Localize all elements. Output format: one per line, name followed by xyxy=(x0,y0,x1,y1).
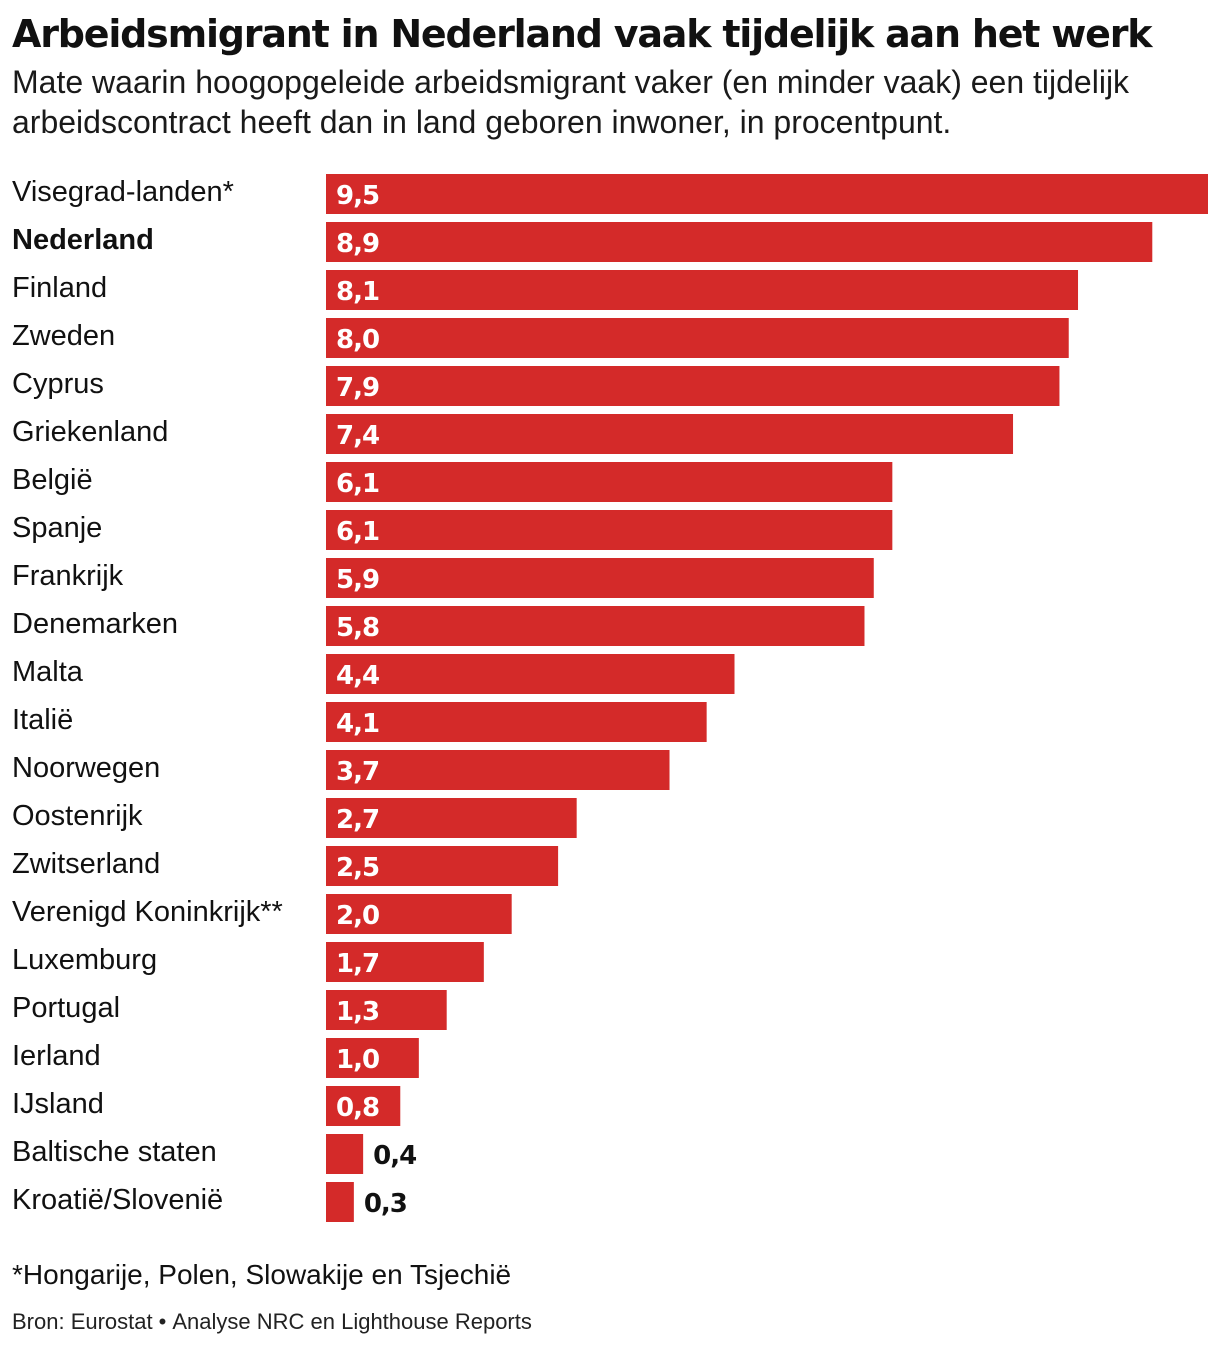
bar-kroatie-slovenie xyxy=(326,1182,354,1222)
value-label-denemarken: 5,8 xyxy=(336,613,379,643)
category-label-ijsland: IJsland xyxy=(12,1088,104,1120)
value-label-italie: 4,1 xyxy=(336,709,379,739)
bar-belgie xyxy=(326,462,892,502)
value-label-cyprus: 7,9 xyxy=(336,373,379,403)
category-label-malta: Malta xyxy=(12,656,84,688)
category-label-belgie: België xyxy=(12,464,93,496)
category-label-cyprus: Cyprus xyxy=(12,368,104,400)
bar-griekenland xyxy=(326,414,1013,454)
footnote: *Hongarije, Polen, Slowakije en Tsjechië xyxy=(12,1257,511,1293)
bar-chart: Visegrad-landen* 9,5 Nederland 8,9 Finland 8,… xyxy=(0,160,1220,1240)
category-label-griekenland: Griekenland xyxy=(12,416,168,448)
chart-title: Arbeidsmigrant in Nederland vaak tijdeli… xyxy=(12,8,1151,60)
value-label-ijsland: 0,8 xyxy=(336,1093,379,1123)
category-label-italie: Italië xyxy=(12,704,73,736)
value-label-ierland: 1,0 xyxy=(336,1045,379,1075)
category-label-spanje: Spanje xyxy=(12,512,102,544)
category-label-kroatie-slovenie: Kroatië/Slovenië xyxy=(12,1184,223,1216)
value-label-verenigd-koninkrijk: 2,0 xyxy=(336,901,379,931)
value-label-kroatie-slovenie: 0,3 xyxy=(364,1189,407,1219)
category-label-nederland: Nederland xyxy=(12,224,154,256)
value-label-finland: 8,1 xyxy=(336,277,379,307)
source-primary: Bron: Eurostat xyxy=(12,1309,153,1334)
value-label-visegrad-landen: 9,5 xyxy=(336,181,379,211)
bar-nederland xyxy=(326,222,1152,262)
bar-cyprus xyxy=(326,366,1059,406)
value-label-zwitserland: 2,5 xyxy=(336,853,379,883)
category-label-finland: Finland xyxy=(12,272,107,304)
value-label-nederland: 8,9 xyxy=(336,229,379,259)
value-label-malta: 4,4 xyxy=(336,661,379,691)
value-label-baltische-staten: 0,4 xyxy=(373,1141,416,1171)
source-secondary: Analyse NRC en Lighthouse Reports xyxy=(172,1309,532,1334)
category-label-baltische-staten: Baltische staten xyxy=(12,1136,217,1168)
value-label-portugal: 1,3 xyxy=(336,997,379,1027)
bar-visegrad-landen xyxy=(326,174,1208,214)
category-label-verenigd-koninkrijk: Verenigd Koninkrijk** xyxy=(12,896,283,928)
bar-italie xyxy=(326,702,707,742)
bar-finland xyxy=(326,270,1078,310)
value-label-griekenland: 7,4 xyxy=(336,421,379,451)
value-label-oostenrijk: 2,7 xyxy=(336,805,379,835)
source-line: Bron: Eurostat • Analyse NRC en Lighthouse… xyxy=(12,1307,532,1337)
bar-denemarken xyxy=(326,606,864,646)
category-label-zwitserland: Zwitserland xyxy=(12,848,160,880)
chart-subtitle: Mate waarin hoogopgeleide arbeidsmigrant… xyxy=(12,62,1212,142)
category-label-noorwegen: Noorwegen xyxy=(12,752,160,784)
category-label-luxemburg: Luxemburg xyxy=(12,944,157,976)
value-label-noorwegen: 3,7 xyxy=(336,757,379,787)
category-label-denemarken: Denemarken xyxy=(12,608,178,640)
value-label-luxemburg: 1,7 xyxy=(336,949,379,979)
value-label-zweden: 8,0 xyxy=(336,325,379,355)
value-label-frankrijk: 5,9 xyxy=(336,565,379,595)
category-label-ierland: Ierland xyxy=(12,1040,101,1072)
bar-zweden xyxy=(326,318,1069,358)
value-label-belgie: 6,1 xyxy=(336,469,379,499)
bar-spanje xyxy=(326,510,892,550)
bar-baltische-staten xyxy=(326,1134,363,1174)
category-label-visegrad-landen: Visegrad-landen* xyxy=(12,176,234,208)
category-label-portugal: Portugal xyxy=(12,992,120,1024)
category-label-frankrijk: Frankrijk xyxy=(12,560,124,592)
category-label-oostenrijk: Oostenrijk xyxy=(12,800,143,832)
bar-malta xyxy=(326,654,735,694)
source-separator: • xyxy=(159,1309,167,1334)
bar-frankrijk xyxy=(326,558,874,598)
value-label-spanje: 6,1 xyxy=(336,517,379,547)
category-label-zweden: Zweden xyxy=(12,320,115,352)
